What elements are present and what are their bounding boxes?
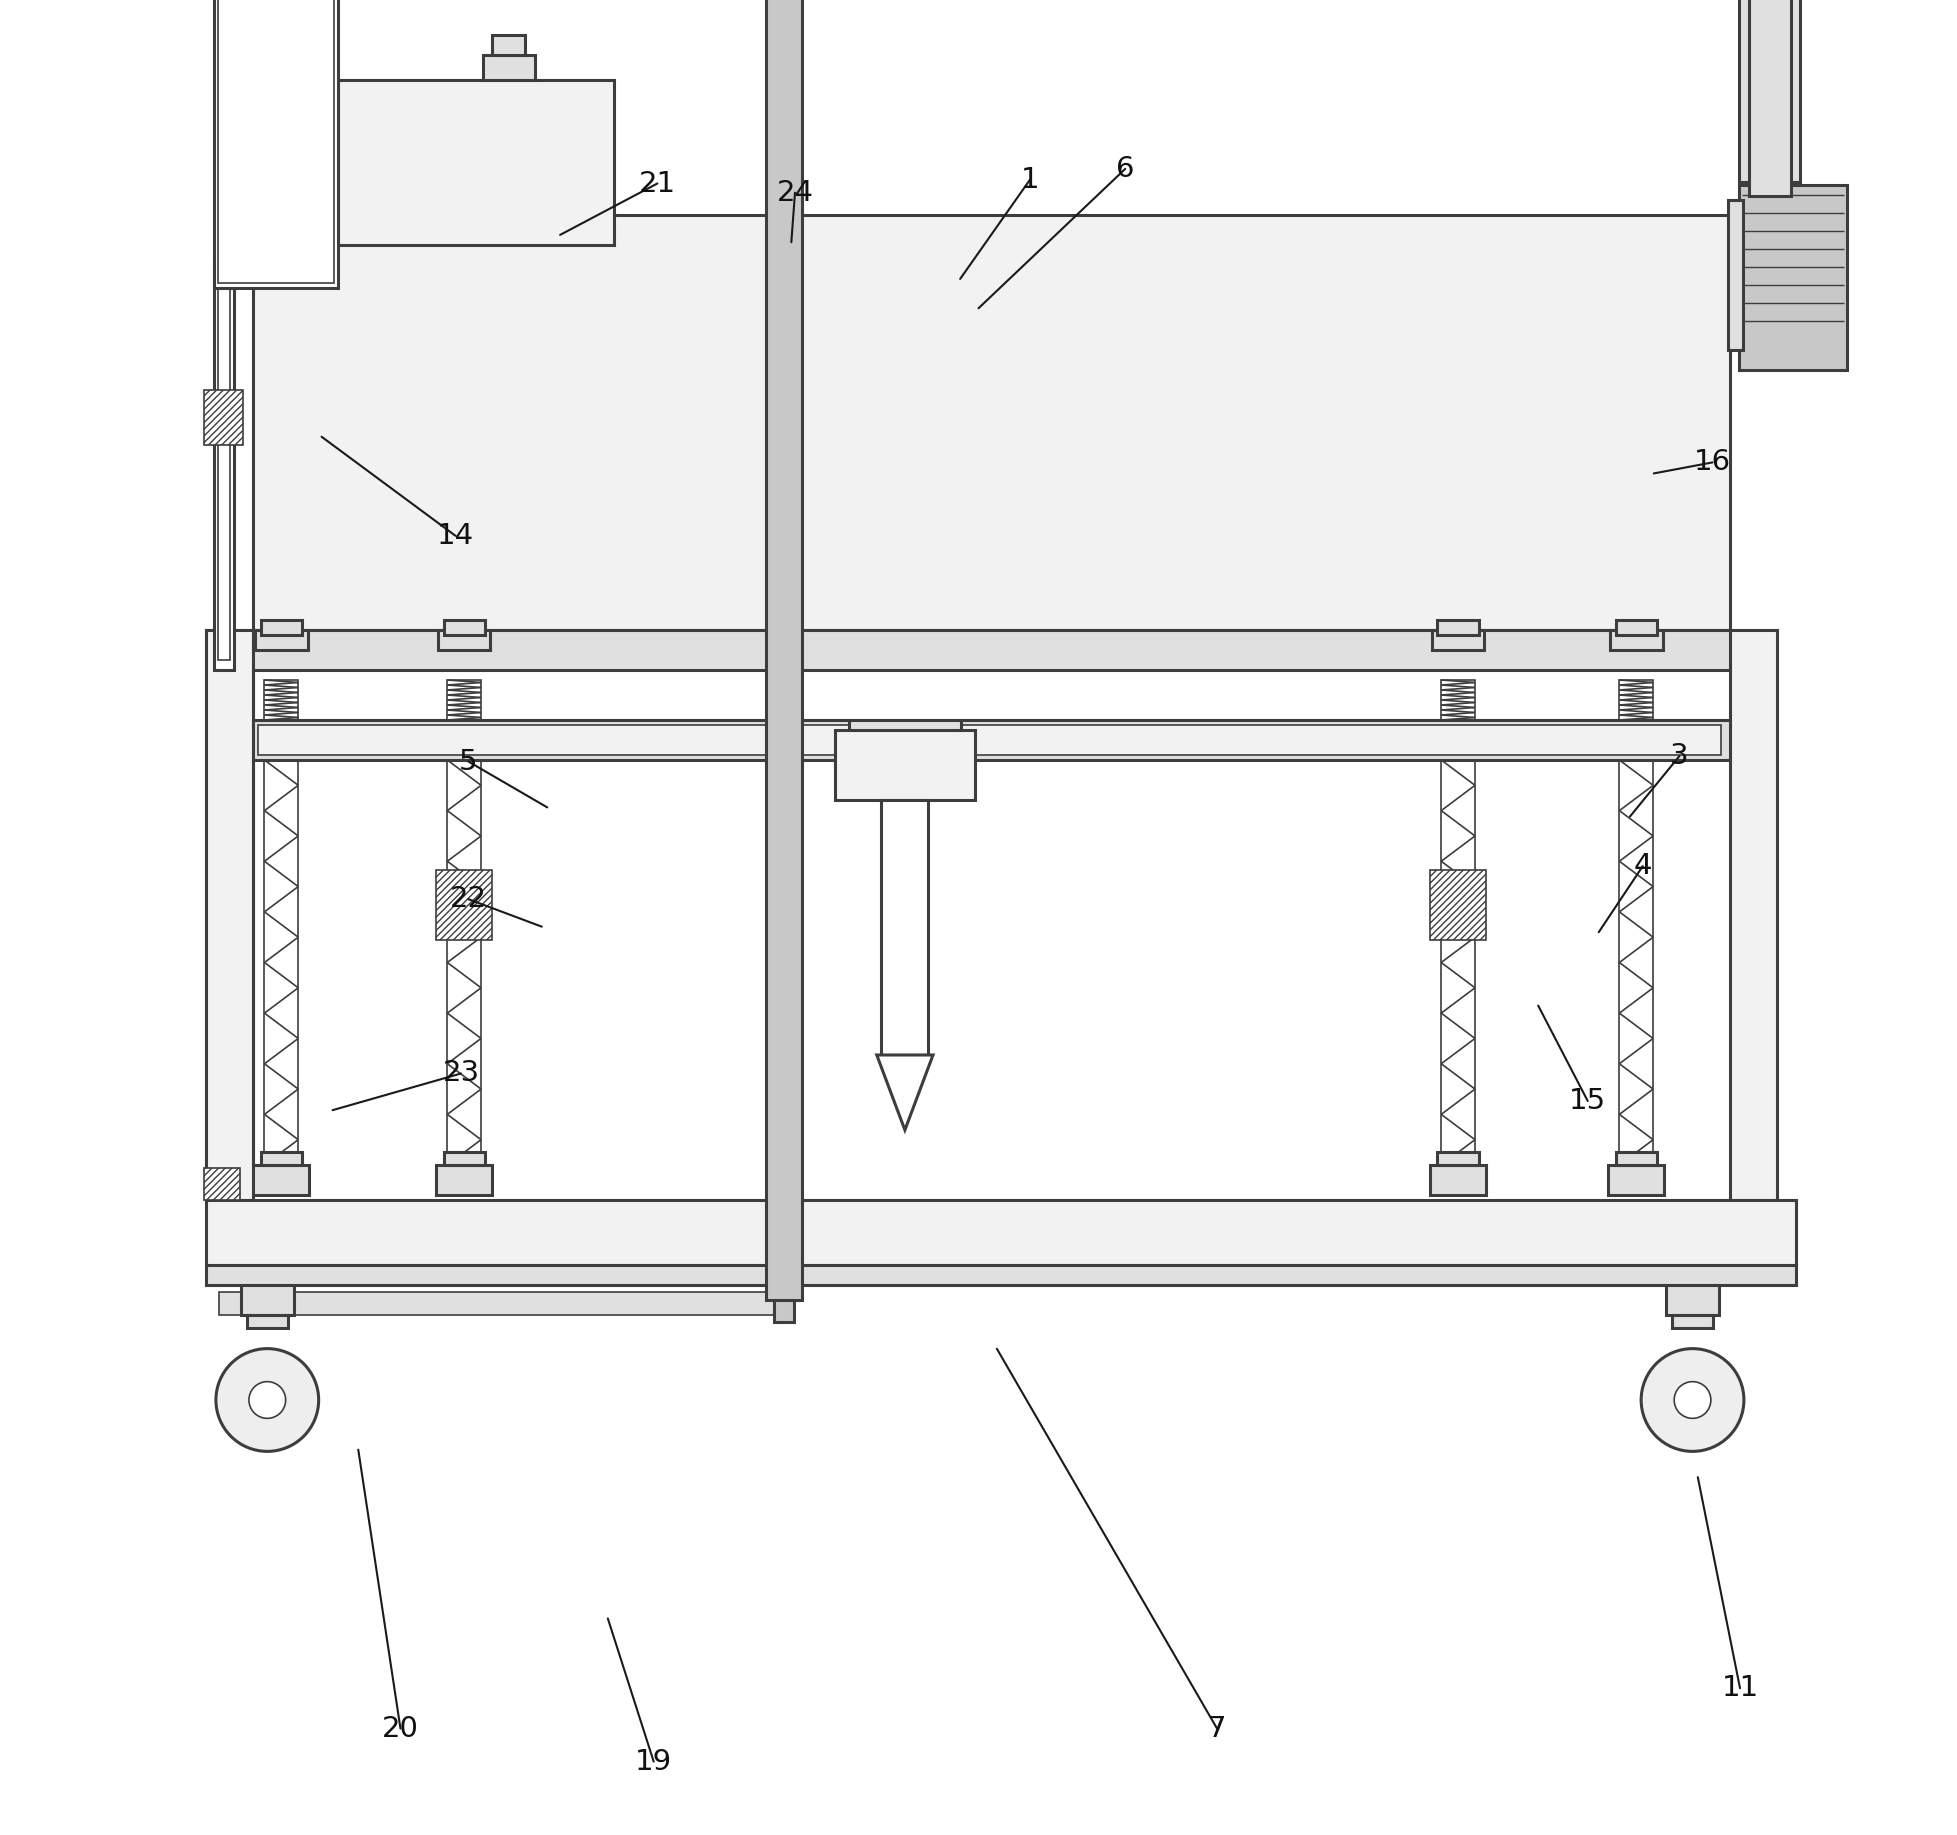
Bar	[219, 1292, 791, 1316]
Bar	[1438, 1152, 1479, 1165]
Bar	[1665, 1284, 1718, 1316]
Bar	[448, 760, 481, 1165]
Text: 6: 6	[1115, 154, 1135, 184]
Bar	[1740, 0, 1800, 182]
Text: 24: 24	[777, 178, 814, 207]
Bar	[1609, 1165, 1663, 1195]
Bar	[765, 0, 802, 1299]
Bar	[1728, 200, 1744, 350]
Text: 22: 22	[450, 884, 487, 914]
Circle shape	[1642, 1349, 1744, 1451]
Bar	[773, 1292, 795, 1321]
Text: 11: 11	[1722, 1674, 1759, 1703]
Bar	[1440, 760, 1476, 1165]
Bar	[444, 620, 485, 635]
Bar	[264, 760, 297, 1165]
Text: 3: 3	[1669, 741, 1689, 771]
Bar	[444, 1152, 485, 1165]
Bar	[252, 719, 1730, 760]
Text: 21: 21	[638, 169, 675, 198]
Bar	[1671, 1316, 1712, 1329]
Bar	[849, 719, 961, 730]
Bar	[260, 620, 301, 635]
Bar	[493, 35, 524, 55]
Bar	[436, 870, 493, 940]
Bar	[254, 629, 307, 650]
Bar	[264, 681, 297, 719]
Bar	[213, 0, 339, 288]
Text: 20: 20	[382, 1714, 419, 1743]
Bar	[834, 730, 975, 800]
Bar	[1618, 760, 1654, 1165]
Bar	[483, 55, 534, 81]
Circle shape	[249, 1382, 286, 1418]
Bar	[1616, 620, 1658, 635]
Bar	[1740, 185, 1847, 371]
Bar	[213, 261, 235, 670]
Bar	[241, 1284, 294, 1316]
Bar	[1431, 870, 1485, 940]
Bar	[260, 1152, 301, 1165]
Bar	[1611, 629, 1663, 650]
Circle shape	[1673, 1382, 1710, 1418]
Text: 1: 1	[1020, 165, 1039, 195]
Bar	[339, 81, 614, 246]
Bar	[205, 1200, 1797, 1264]
Bar	[217, 270, 229, 661]
Bar	[1730, 629, 1777, 1200]
Polygon shape	[877, 1055, 933, 1130]
Bar	[258, 725, 1720, 754]
Bar	[217, 0, 335, 283]
Text: 19: 19	[636, 1747, 673, 1776]
Text: 7: 7	[1207, 1714, 1227, 1743]
Bar	[1438, 620, 1479, 635]
Bar	[1433, 629, 1483, 650]
Bar	[1431, 1165, 1485, 1195]
Bar	[252, 215, 1730, 629]
Bar	[252, 629, 1730, 670]
Circle shape	[215, 1349, 319, 1451]
Bar	[881, 800, 928, 1055]
Bar	[205, 1264, 1797, 1284]
Text: 16: 16	[1695, 448, 1732, 477]
Bar	[1616, 1152, 1658, 1165]
Bar	[205, 629, 252, 1195]
Bar	[448, 681, 481, 719]
Text: 4: 4	[1634, 851, 1652, 881]
Bar	[205, 629, 252, 1200]
Text: 15: 15	[1570, 1086, 1607, 1116]
Bar	[1618, 681, 1654, 719]
Bar	[1440, 681, 1476, 719]
Bar	[204, 1169, 241, 1200]
Text: 5: 5	[460, 747, 478, 776]
Text: 23: 23	[442, 1059, 479, 1088]
Bar	[436, 1165, 493, 1195]
Bar	[1750, 0, 1791, 196]
Text: 14: 14	[436, 521, 474, 550]
Bar	[204, 391, 243, 446]
Bar	[438, 629, 491, 650]
Bar	[247, 1316, 288, 1329]
Bar	[252, 1165, 309, 1195]
